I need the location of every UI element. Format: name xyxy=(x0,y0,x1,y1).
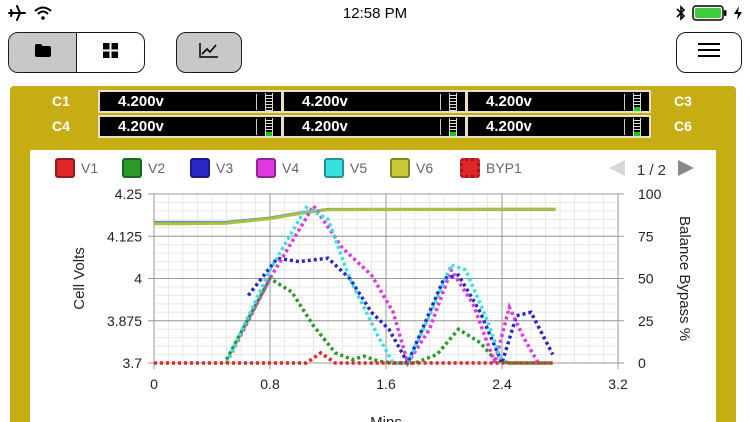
cell-voltage: 4.200v xyxy=(118,118,164,135)
cell-divider xyxy=(256,94,257,110)
page-indicator: 1 / 2 xyxy=(636,161,666,179)
cell-volts-chart: 0 0.8 1.6 2.4 3.2 3.7 3.875 4 4.125 4.25 0 25 50 75 10… xyxy=(71,186,693,422)
y-tick-label: 4 xyxy=(134,271,142,287)
y-tick-label: 3.7 xyxy=(123,355,143,371)
legend-swatch xyxy=(256,158,276,178)
legend-label: V6 xyxy=(416,160,434,176)
battery-icon xyxy=(692,5,728,26)
series-line-5 xyxy=(224,205,504,365)
chart-panel: V1 V2 V3 V4 V5 xyxy=(30,150,716,422)
legend-item-v6[interactable]: V6 xyxy=(390,158,433,178)
toolbar xyxy=(0,28,750,80)
cell-voltage-box[interactable]: 4.200v xyxy=(282,90,467,113)
legend-swatch xyxy=(324,158,344,178)
menu-button[interactable] xyxy=(676,32,742,73)
x-tick-label: 0 xyxy=(150,376,158,392)
legend-swatch xyxy=(55,158,75,178)
legend-label: V2 xyxy=(148,160,166,176)
x-axis-label: Mins xyxy=(370,414,402,422)
airplane-icon xyxy=(8,5,26,26)
bypass-level-meter xyxy=(633,118,641,136)
charging-icon xyxy=(734,6,742,25)
cell-voltage-box[interactable]: 4.200v xyxy=(282,115,467,138)
line-chart-icon xyxy=(199,42,219,63)
main-area: C1 4.200v 4.200v 4.200v C3 C4 4.200v xyxy=(0,80,750,422)
legend-swatch xyxy=(390,158,410,178)
status-bar: 12:58 PM xyxy=(0,0,750,28)
previous-page-icon[interactable] xyxy=(607,158,627,182)
cell-divider xyxy=(440,94,441,110)
cell-row-1: C1 4.200v 4.200v 4.200v C3 xyxy=(10,90,736,114)
legend-item-v2[interactable]: V2 xyxy=(122,158,165,178)
y2-tick-label: 100 xyxy=(638,186,662,202)
bypass-level-meter xyxy=(449,118,457,136)
x-tick-label: 2.4 xyxy=(492,376,512,392)
y-axis-label: Cell Volts xyxy=(71,247,88,310)
grid-view-button[interactable] xyxy=(77,33,144,72)
cell-divider xyxy=(256,119,257,135)
cell-row-right-label: C6 xyxy=(674,118,692,134)
folder-view-button[interactable] xyxy=(9,33,77,72)
series-line-1 xyxy=(154,207,556,226)
legend-item-v5[interactable]: V5 xyxy=(324,158,367,178)
legend-item-v3[interactable]: V3 xyxy=(190,158,233,178)
y2-axis-label: Balance Bypass % xyxy=(676,216,693,341)
y-tick-label: 4.125 xyxy=(107,228,142,244)
chart-view-button[interactable] xyxy=(176,32,242,73)
y2-tick-label: 0 xyxy=(638,355,646,371)
grid-icon xyxy=(103,42,118,63)
bypass-level-meter xyxy=(265,93,273,111)
cell-row-right-label: C3 xyxy=(674,93,692,109)
cell-voltage-box[interactable]: 4.200v xyxy=(466,90,651,113)
chart-pager: 1 / 2 xyxy=(607,158,696,182)
cell-divider xyxy=(624,119,625,135)
bypass-level-meter xyxy=(449,93,457,111)
x-tick-label: 3.2 xyxy=(608,376,628,392)
legend-swatch xyxy=(460,158,480,178)
cell-row-2: C4 4.200v 4.200v 4.200v C6 xyxy=(10,115,736,139)
legend-item-v1[interactable]: V1 xyxy=(55,158,98,178)
legend-item-v4[interactable]: V4 xyxy=(256,158,299,178)
bypass-level-meter xyxy=(265,118,273,136)
legend-label: V4 xyxy=(282,160,300,176)
y-tick-label: 3.875 xyxy=(107,313,142,329)
legend-label: V1 xyxy=(81,160,99,176)
cell-voltage: 4.200v xyxy=(486,118,532,135)
battery-panel: C1 4.200v 4.200v 4.200v C3 C4 4.200v xyxy=(10,86,736,422)
cell-row-left-label: C4 xyxy=(52,118,70,134)
wifi-icon xyxy=(34,6,52,25)
cell-voltage: 4.200v xyxy=(118,93,164,110)
x-tick-label: 0.8 xyxy=(260,376,280,392)
bluetooth-icon xyxy=(676,5,686,26)
y2-tick-label: 25 xyxy=(638,313,654,329)
legend-label: BYP1 xyxy=(486,160,522,176)
hamburger-menu-icon xyxy=(698,43,720,62)
y-tick-label: 4.25 xyxy=(115,186,142,202)
legend-label: V3 xyxy=(216,160,234,176)
cell-divider xyxy=(624,94,625,110)
y2-tick-label: 50 xyxy=(638,271,654,287)
legend-item-byp1[interactable]: BYP1 xyxy=(460,158,522,178)
status-time: 12:58 PM xyxy=(342,5,408,22)
legend-swatch xyxy=(190,158,210,178)
view-segmented-control xyxy=(8,32,145,73)
bypass-level-meter xyxy=(633,93,641,111)
cell-row-left-label: C1 xyxy=(52,93,70,109)
cell-voltage-box[interactable]: 4.200v xyxy=(98,90,283,113)
cell-divider xyxy=(440,119,441,135)
legend-swatch xyxy=(122,158,142,178)
next-page-icon[interactable] xyxy=(676,158,696,182)
cell-voltage: 4.200v xyxy=(302,93,348,110)
legend-label: V5 xyxy=(350,160,368,176)
y2-tick-label: 75 xyxy=(638,228,654,244)
cell-voltage: 4.200v xyxy=(486,93,532,110)
folder-icon xyxy=(34,43,51,62)
cell-voltage: 4.200v xyxy=(302,118,348,135)
cell-voltage-box[interactable]: 4.200v xyxy=(466,115,651,138)
cell-voltage-box[interactable]: 4.200v xyxy=(98,115,283,138)
x-tick-label: 1.6 xyxy=(376,376,396,392)
